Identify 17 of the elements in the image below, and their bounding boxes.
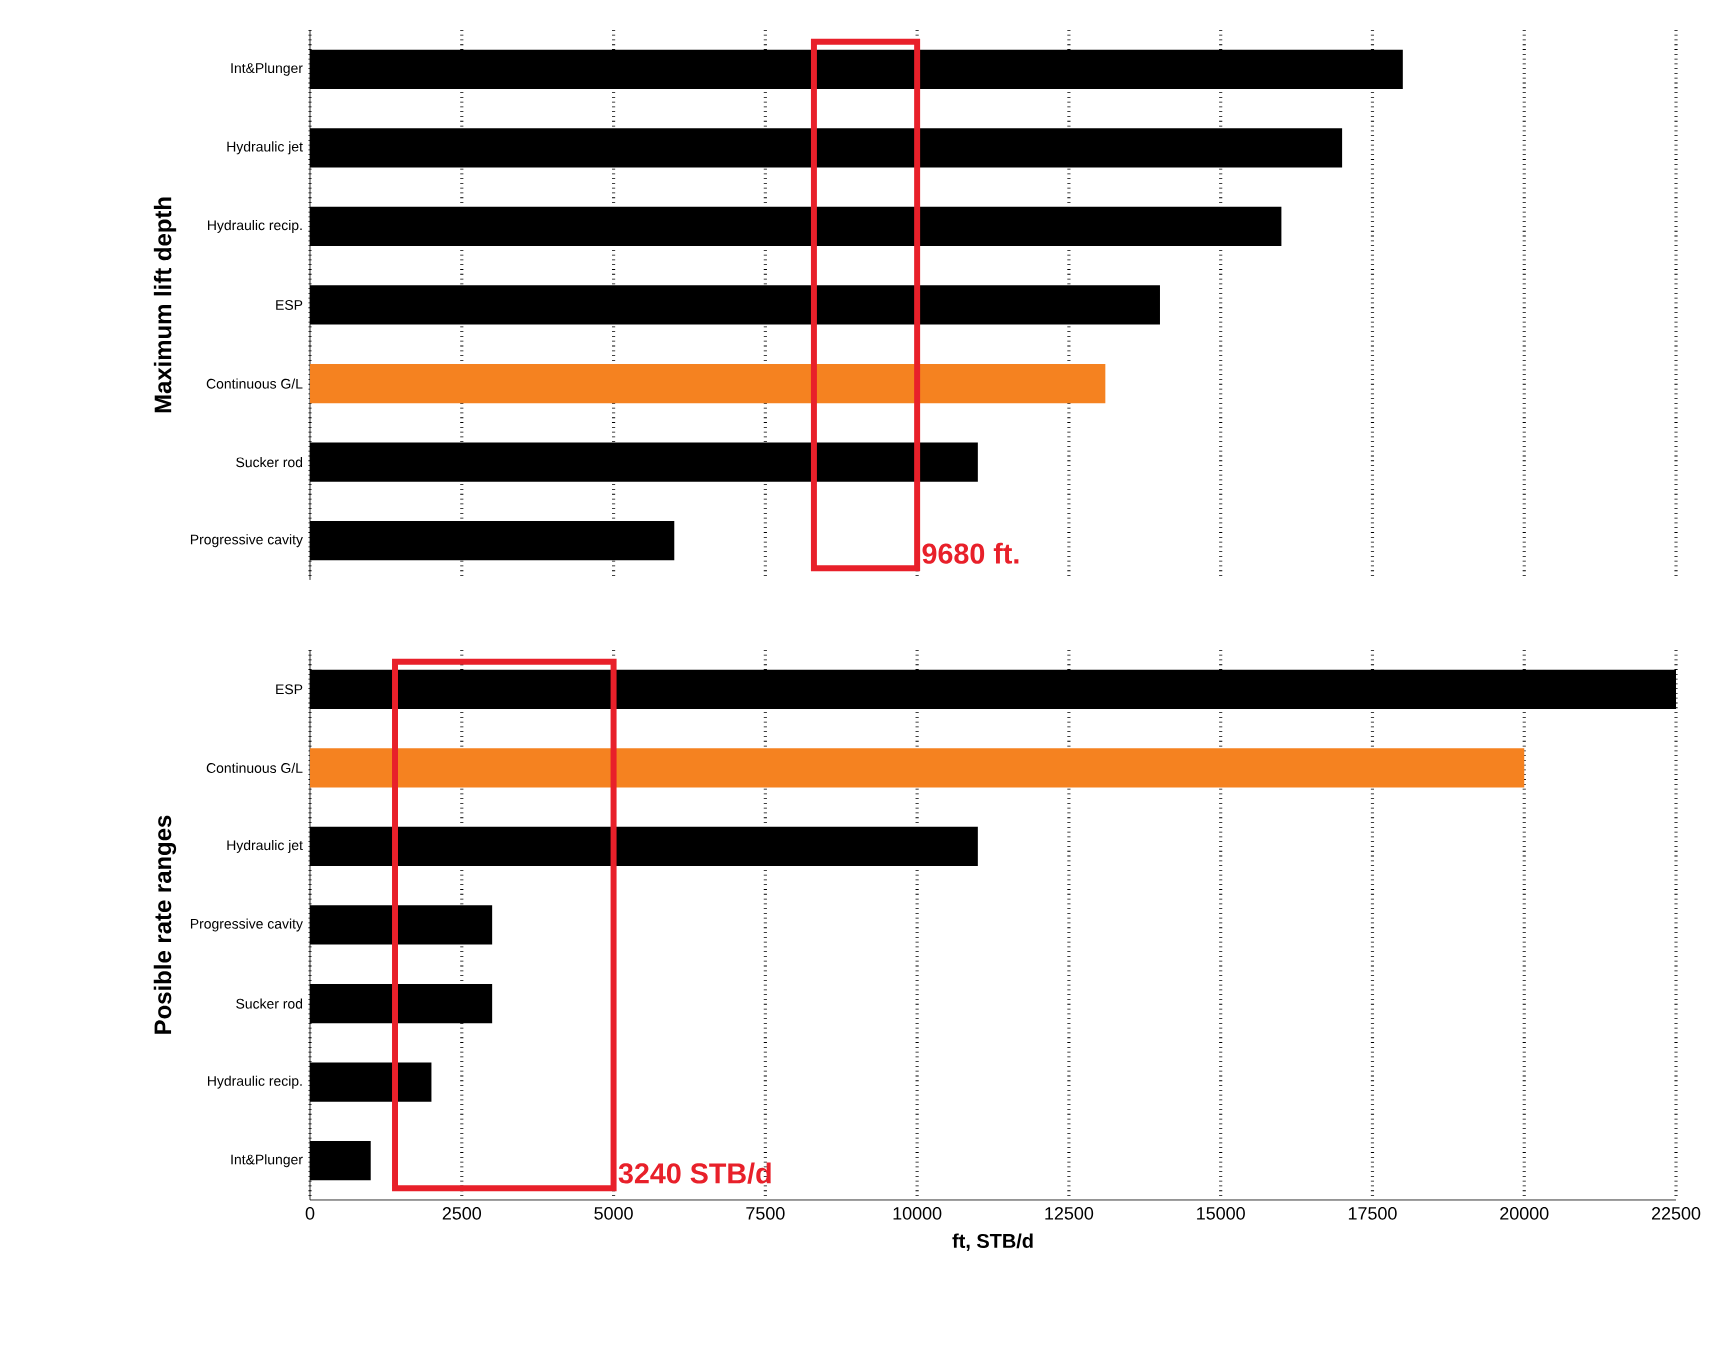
- annotation: 3240 STB/d: [618, 1162, 771, 1184]
- x-tick-label: 7500: [746, 1207, 785, 1220]
- x-tick-label: 5000: [594, 1207, 633, 1220]
- annotation: 9680 ft.: [922, 542, 1019, 564]
- x-tick-label: 2500: [442, 1207, 482, 1220]
- x-tick-label: 22500: [1651, 1207, 1701, 1220]
- y-axis-title: Maximum lift depth: [153, 197, 177, 413]
- x-tick-label: 10000: [893, 1207, 942, 1220]
- x-tick-label: 12500: [1045, 1207, 1094, 1220]
- x-tick-label: 17500: [1348, 1207, 1397, 1220]
- x-tick-label: 15000: [1197, 1207, 1245, 1220]
- x-axis-title: ft, STB/d: [952, 1233, 1033, 1251]
- bar: [310, 363, 1106, 404]
- bar: [310, 748, 1525, 788]
- x-tick-label: 20000: [1500, 1207, 1549, 1220]
- x-tick-label: 0: [305, 1207, 315, 1220]
- y-axis-title: Posible rate ranges: [153, 815, 177, 1034]
